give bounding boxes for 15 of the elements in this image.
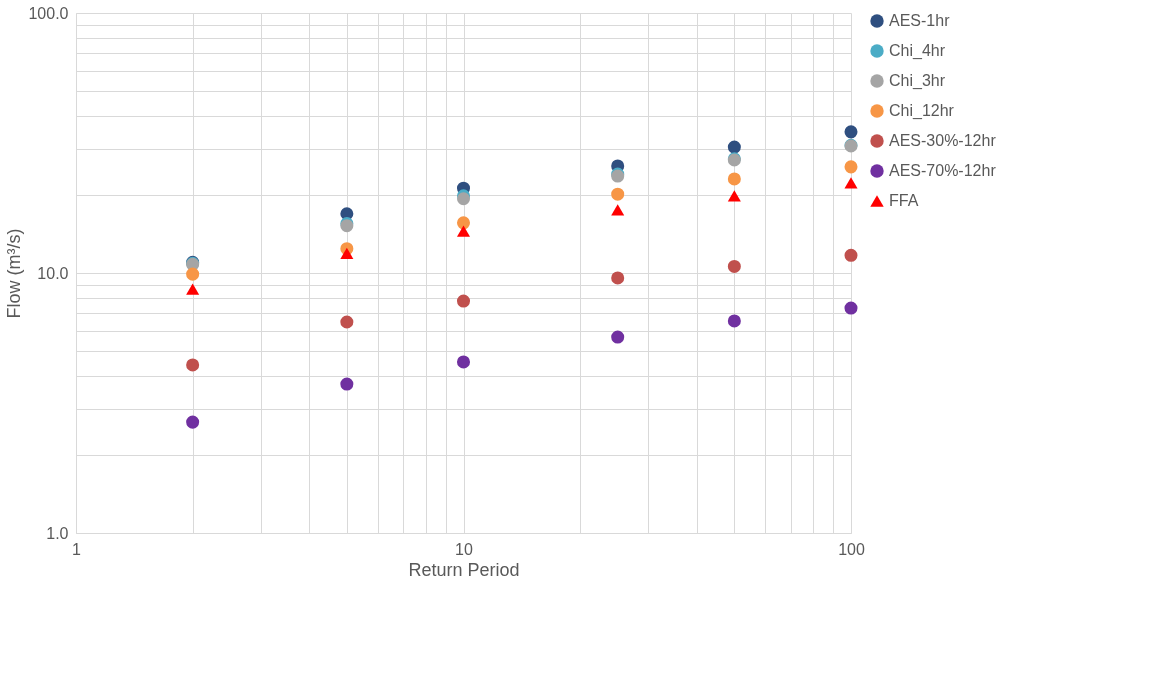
x-axis-title: Return Period: [408, 559, 520, 580]
y-tick-label: 10.0: [37, 264, 69, 282]
x-tick-label: 10: [455, 540, 473, 558]
x-tick-label: 1: [72, 540, 82, 558]
y-tick-label: 100.0: [28, 4, 69, 22]
legend-label: AES-1hr: [889, 12, 951, 29]
legend-label: Chi_12hr: [889, 102, 955, 120]
legend-label: AES-70%-12hr: [889, 162, 997, 179]
legend-label: AES-30%-12hr: [889, 132, 997, 149]
y-tick-label: 1.0: [46, 524, 69, 542]
legend-label: Chi_4hr: [889, 42, 946, 60]
legend-label: FFA: [889, 192, 919, 209]
legend-label: Chi_3hr: [889, 72, 946, 90]
y-axis-title: Flow (m³/s): [4, 228, 25, 319]
x-tick-label: 100: [838, 540, 865, 558]
